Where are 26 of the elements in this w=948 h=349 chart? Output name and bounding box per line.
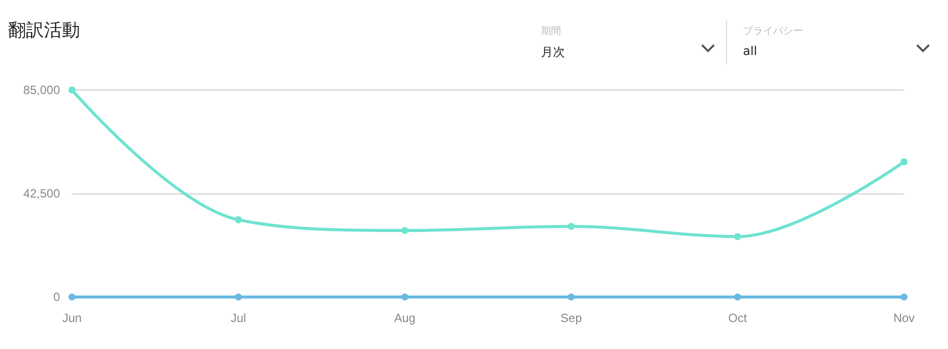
y-tick-label: 85,000 [23,83,60,97]
y-tick-label: 42,500 [23,186,60,200]
point [900,158,908,166]
text: 期間 [541,24,562,38]
chart-title: 翻訳活動 [8,19,80,42]
text: 月次 [541,44,566,61]
point [68,294,76,300]
point [234,294,242,300]
point [401,294,408,300]
point [234,216,242,224]
y-tick-label: 0 [53,290,60,304]
text: all [743,44,758,58]
x-tick-label: Oct [728,311,748,325]
x-tick-label: Aug [394,311,416,325]
point [68,86,76,94]
point [734,294,742,300]
x-tick-label: Jun [62,311,82,325]
point [568,294,575,300]
point [734,233,742,240]
point [568,222,575,230]
x-tick-label: Sep [560,311,582,325]
text: プライバシー [743,24,804,38]
x-tick-label: Nov [893,311,915,325]
point [401,227,408,234]
point [900,294,908,300]
x-tick-label: Jul [230,311,246,325]
